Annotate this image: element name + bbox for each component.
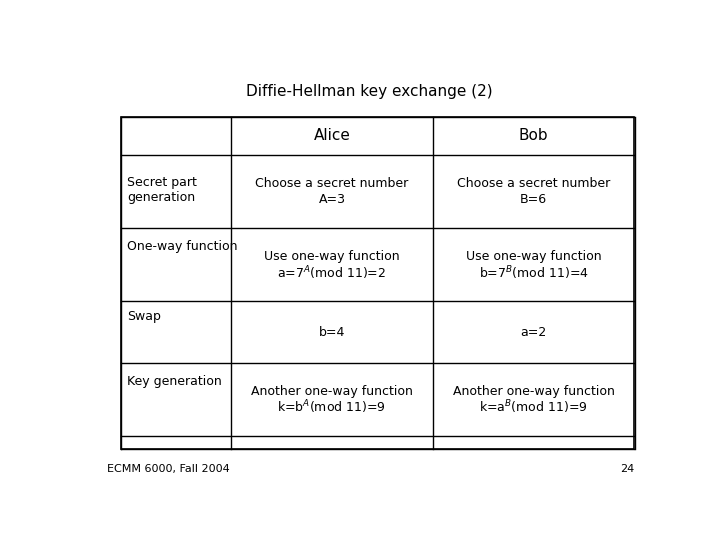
Text: b=7$^B$(mod 11)=4: b=7$^B$(mod 11)=4 xyxy=(479,264,589,282)
Text: Another one-way function: Another one-way function xyxy=(453,385,615,398)
Text: Another one-way function: Another one-way function xyxy=(251,385,413,398)
Text: Choose a secret number: Choose a secret number xyxy=(256,177,408,190)
Text: Swap: Swap xyxy=(127,310,161,323)
Bar xyxy=(121,117,634,449)
Text: Diffie-Hellman key exchange (2): Diffie-Hellman key exchange (2) xyxy=(246,84,492,98)
Text: Use one-way function: Use one-way function xyxy=(264,250,400,263)
Text: Bob: Bob xyxy=(519,129,549,144)
Text: Key generation: Key generation xyxy=(127,375,222,388)
Text: a=2: a=2 xyxy=(521,326,546,339)
Text: A=3: A=3 xyxy=(318,193,346,206)
Text: k=a$^B$(mod 11)=9: k=a$^B$(mod 11)=9 xyxy=(480,399,588,416)
Text: Use one-way function: Use one-way function xyxy=(466,250,601,263)
Text: a=7$^A$(mod 11)=2: a=7$^A$(mod 11)=2 xyxy=(277,264,387,282)
Text: k=b$^A$(mod 11)=9: k=b$^A$(mod 11)=9 xyxy=(277,399,387,416)
Text: B=6: B=6 xyxy=(520,193,547,206)
Text: Choose a secret number: Choose a secret number xyxy=(457,177,611,190)
Text: One-way function: One-way function xyxy=(127,240,238,253)
Text: 24: 24 xyxy=(620,464,634,474)
Text: Secret part
generation: Secret part generation xyxy=(127,176,197,204)
Text: ECMM 6000, Fall 2004: ECMM 6000, Fall 2004 xyxy=(107,464,230,474)
Text: Alice: Alice xyxy=(313,129,351,144)
Text: b=4: b=4 xyxy=(319,326,345,339)
